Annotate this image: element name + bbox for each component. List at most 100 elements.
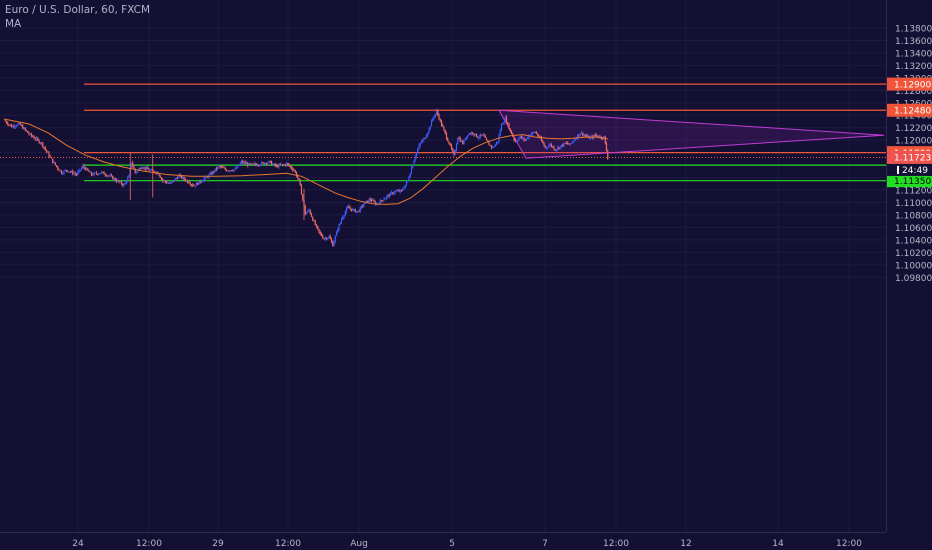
candle-body (479, 134, 481, 138)
candlestick-series (4, 108, 609, 247)
candle-body (269, 160, 271, 162)
candle-body (62, 173, 64, 175)
candle-body (579, 133, 581, 136)
candle-body (32, 135, 34, 137)
candle-body (482, 134, 484, 136)
candle-body (299, 179, 301, 186)
candle-body (14, 126, 16, 128)
candle-body (275, 165, 278, 167)
candle-body (343, 215, 345, 218)
candle-body (238, 165, 240, 166)
candle-body (360, 205, 363, 208)
candle-body (504, 117, 506, 122)
candle-body (407, 180, 409, 182)
time-tick-label: 12:00 (603, 539, 629, 549)
candle-body (69, 171, 71, 173)
candle-body (369, 199, 371, 201)
candle-body (118, 180, 120, 182)
candle-body (575, 138, 578, 140)
candle-body (278, 164, 280, 168)
candle-body (187, 180, 189, 183)
candle-body (140, 167, 143, 169)
candle-body (75, 174, 78, 175)
candle-body (323, 238, 325, 240)
candle-body (128, 175, 130, 178)
candle-body (515, 141, 518, 142)
candle-body (532, 132, 534, 134)
candle-body (302, 194, 304, 200)
candle-body (110, 175, 113, 177)
candle-body (37, 138, 39, 140)
candle-body (93, 172, 95, 175)
candle-body (490, 145, 493, 148)
candle-body (218, 165, 220, 167)
time-tick-label: 24 (72, 539, 84, 549)
price-tick-label: 1.10000 (895, 261, 932, 271)
candle-body (537, 133, 539, 136)
candle-body (382, 200, 384, 202)
candle-body (82, 165, 84, 168)
candle-body (7, 123, 9, 125)
candle-body (24, 127, 26, 130)
candle-body (162, 178, 164, 181)
candle-body (305, 212, 308, 215)
candle-body (544, 145, 546, 148)
candle-body (289, 165, 291, 167)
candle-body (488, 142, 490, 146)
price-tag-1.11350 (887, 174, 932, 188)
candle-body (124, 182, 126, 185)
candle-body (28, 132, 30, 135)
horizontal-levels[interactable] (0, 83, 886, 182)
candle-body (570, 142, 573, 144)
candle-body (125, 181, 128, 183)
candle-body (77, 172, 79, 175)
candle-body (244, 162, 246, 164)
price-tag-1.12900 (887, 77, 932, 91)
candle-body (527, 138, 529, 139)
countdown-label: 24:49 (902, 166, 928, 176)
candle-body (262, 162, 264, 164)
candle-body (338, 224, 340, 230)
candle-body (372, 200, 374, 202)
candle-body (384, 198, 386, 200)
candle-body (429, 126, 431, 129)
candle-body (234, 168, 236, 170)
candle-body (220, 166, 223, 168)
price-tag-label: 1.12480 (894, 107, 931, 117)
time-axis[interactable]: 24 12:00 29 12:00 Aug 5 7 12:00 12 14 12:00 (72, 539, 862, 549)
candle-body (45, 149, 48, 152)
candle-body (139, 168, 141, 170)
candle-body (428, 128, 430, 133)
candle-body (505, 117, 508, 123)
candle-body (399, 190, 401, 192)
candle-body (520, 136, 523, 139)
candle-body (180, 175, 183, 179)
candle-body (52, 158, 54, 163)
candle-body (47, 151, 49, 153)
candle-body (379, 200, 381, 204)
candle-body (513, 136, 515, 140)
candle-body (55, 165, 58, 167)
candle-body (252, 163, 254, 165)
candle-body (519, 136, 521, 139)
candle-body (444, 129, 446, 134)
candle-body (594, 134, 596, 136)
candle-body (593, 134, 595, 138)
candle-body (145, 167, 148, 170)
candle-body (13, 125, 15, 127)
candle-body (39, 142, 41, 144)
candle-body (213, 171, 215, 173)
candle-body (142, 167, 144, 169)
price-tick-label: 1.13200 (895, 62, 932, 72)
price-tick-label: 1.13400 (895, 49, 932, 59)
candle-body (130, 162, 133, 169)
candle-body (523, 137, 525, 140)
candle-body (250, 163, 253, 165)
candle-body (38, 139, 40, 143)
candle-body (322, 235, 324, 239)
candle-body (150, 169, 153, 171)
candle-body (165, 181, 168, 183)
candle-body (255, 164, 258, 166)
candle-body (160, 177, 163, 179)
